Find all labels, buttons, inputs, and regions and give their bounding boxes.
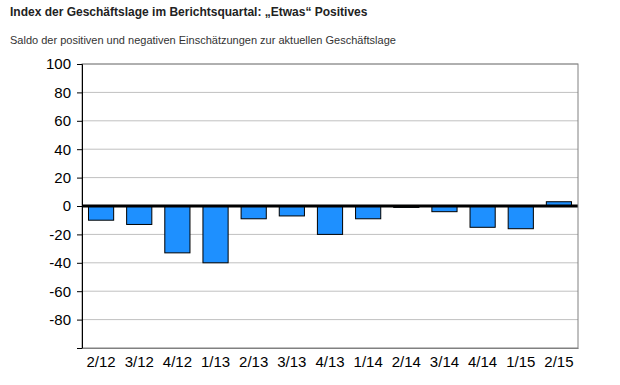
zero-line bbox=[82, 205, 578, 208]
x-tick-label: 4/13 bbox=[315, 353, 344, 370]
y-tick: 100 bbox=[46, 55, 82, 72]
y-tick-label: 0 bbox=[63, 197, 71, 214]
bar bbox=[470, 206, 495, 227]
bar bbox=[165, 206, 190, 253]
x-tick: 3/12 bbox=[125, 348, 154, 370]
x-tick-label: 2/14 bbox=[392, 353, 421, 370]
grid-line bbox=[82, 291, 578, 292]
grid-line bbox=[82, 319, 578, 320]
y-tick-label: -80 bbox=[49, 311, 71, 328]
y-tick-mark bbox=[77, 92, 82, 93]
x-tick: 4/14 bbox=[468, 348, 497, 370]
x-tick: 2/14 bbox=[392, 348, 421, 370]
y-tick: 40 bbox=[54, 141, 82, 158]
x-tick: 4/13 bbox=[315, 348, 344, 370]
y-tick-mark bbox=[77, 206, 82, 207]
bar bbox=[508, 206, 533, 229]
x-tick: 1/14 bbox=[354, 348, 383, 370]
y-tick-mark bbox=[77, 121, 82, 122]
x-tick: 3/13 bbox=[277, 348, 306, 370]
x-tick: 2/12 bbox=[86, 348, 115, 370]
grid-line bbox=[82, 177, 578, 178]
bars bbox=[88, 202, 571, 263]
y-tick-label: 80 bbox=[54, 84, 71, 101]
y-tick-label: 20 bbox=[54, 169, 71, 186]
x-tick-label: 3/13 bbox=[277, 353, 306, 370]
y-tick: -40 bbox=[49, 254, 82, 271]
x-tick: 1/13 bbox=[201, 348, 230, 370]
y-tick-label: -60 bbox=[49, 283, 71, 300]
x-tick-label: 1/14 bbox=[354, 353, 383, 370]
x-tick-label: 2/12 bbox=[86, 353, 115, 370]
plot: -80 -60 -40 -20 0 20 40 60 80 100 2/12 3/12 4/12 1/13… bbox=[46, 55, 579, 369]
y-tick-label: -20 bbox=[49, 226, 71, 243]
y-tick: 20 bbox=[54, 169, 82, 186]
y-tick: 0 bbox=[63, 197, 82, 214]
y-tick-label: 100 bbox=[46, 55, 71, 72]
grid-line bbox=[82, 120, 578, 121]
y-tick-mark bbox=[77, 64, 82, 65]
grid-line bbox=[82, 206, 578, 207]
title: Index der Geschäftslage im Berichtsquart… bbox=[10, 5, 368, 19]
y-axis: -80 -60 -40 -20 0 20 40 60 80 100 bbox=[46, 55, 83, 348]
y-tick: -20 bbox=[49, 226, 82, 243]
y-tick-mark bbox=[77, 320, 82, 321]
x-tick-label: 2/15 bbox=[544, 353, 573, 370]
y-tick-mark bbox=[77, 149, 82, 150]
bar bbox=[356, 206, 381, 219]
x-tick-label: 4/12 bbox=[163, 353, 192, 370]
x-tick-label: 1/13 bbox=[201, 353, 230, 370]
y-tick-mark bbox=[77, 263, 82, 264]
y-axis-line bbox=[77, 65, 83, 349]
grid-line bbox=[82, 149, 578, 150]
y-tick-label: 40 bbox=[54, 141, 71, 158]
bar bbox=[203, 206, 228, 263]
y-tick-mark bbox=[77, 178, 82, 179]
y-tick-mark bbox=[77, 291, 82, 292]
bar bbox=[317, 206, 342, 234]
y-tick: 60 bbox=[54, 112, 82, 129]
x-tick: 3/14 bbox=[430, 348, 459, 370]
bar bbox=[88, 206, 113, 220]
x-tick-label: 2/13 bbox=[239, 353, 268, 370]
plot-frame bbox=[82, 64, 578, 348]
x-tick-label: 1/15 bbox=[506, 353, 535, 370]
x-tick-label: 3/12 bbox=[125, 353, 154, 370]
grid bbox=[82, 64, 578, 320]
y-tick: -60 bbox=[49, 283, 82, 300]
x-axis: 2/12 3/12 4/12 1/13 2/13 3/13 4/13 1/14 2/14 3/14… bbox=[83, 348, 579, 370]
x-tick: 4/12 bbox=[163, 348, 192, 370]
x-tick: 1/15 bbox=[506, 348, 535, 370]
y-tick: 80 bbox=[54, 84, 82, 101]
x-tick: 2/15 bbox=[544, 348, 573, 370]
bar bbox=[241, 206, 266, 219]
x-axis-line bbox=[83, 348, 579, 349]
y-tick-label: -40 bbox=[49, 254, 71, 271]
x-tick: 2/13 bbox=[239, 348, 268, 370]
y-tick: -80 bbox=[49, 311, 82, 328]
bar bbox=[127, 206, 152, 224]
grid-line bbox=[82, 92, 578, 93]
chart: Index der Geschäftslage im Berichtsquart… bbox=[0, 0, 620, 385]
x-tick-label: 4/14 bbox=[468, 353, 497, 370]
x-tick-label: 3/14 bbox=[430, 353, 459, 370]
grid-line bbox=[82, 262, 578, 263]
plot-background bbox=[82, 64, 578, 348]
y-tick-label: 60 bbox=[54, 112, 71, 129]
y-tick-mark bbox=[77, 234, 82, 235]
subtitle: Saldo der positiven und negativen Einsch… bbox=[10, 34, 396, 46]
